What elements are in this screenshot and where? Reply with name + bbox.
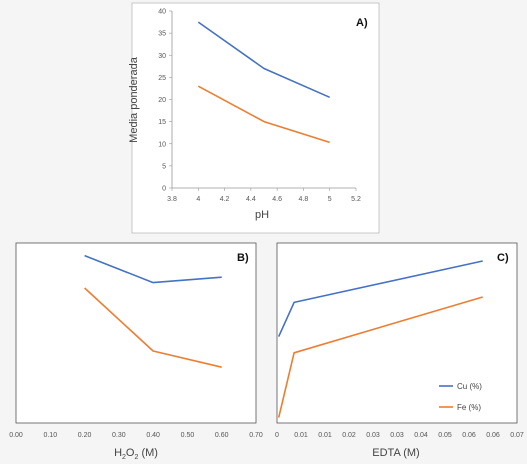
chart-c-x-tick-label: 0.06	[462, 432, 476, 439]
chart-a-y-tick-label: 15	[158, 119, 166, 126]
chart-c-legend: Cu (%) Fe (%)	[439, 382, 482, 412]
chart-c-x-tick-label: 0.04	[414, 432, 428, 439]
chart-b-x-tick-label: 0.00	[9, 432, 23, 439]
chart-c-x-tick-label: 0.02	[342, 432, 356, 439]
chart-b-series-fe-line	[84, 287, 222, 368]
chart-a-y-tick-label: 35	[158, 31, 166, 38]
chart-c-panel-label: C)	[497, 252, 509, 264]
chart-c-x-tick-label: 0.07	[510, 432, 524, 439]
chart-c-frame	[276, 242, 518, 424]
chart-a-x-tick-label: 4.6	[272, 196, 282, 203]
chart-c-x-tick-label: 0	[275, 432, 279, 439]
chart-a-y-tick-label: 5	[162, 163, 166, 170]
chart-a-x-tick-label: 3.8	[167, 196, 177, 203]
chart-b-frame	[15, 242, 257, 424]
chart-c-x-tick-label: 0.01	[318, 432, 332, 439]
chart-c: 0 0.01 0.01 0.02 0.03 0.03 0.04 0.05 0.06 0.06 0.0…	[275, 242, 524, 459]
chart-a-panel-label: A)	[356, 17, 368, 29]
chart-a-x-axis-label: pH	[255, 209, 269, 221]
chart-b-panel-label: B)	[237, 252, 249, 264]
chart-c-x-tick-label: 0.03	[390, 432, 404, 439]
chart-c-series-fe-line	[277, 296, 483, 418]
chart-a-x-tick-label: 4.4	[246, 196, 256, 203]
chart-a-y-tick-label: 40	[158, 9, 166, 16]
chart-a-y-tick-label: 20	[158, 97, 166, 104]
chart-b-x-axis-label: H2O2 (M)	[114, 447, 158, 461]
chart-b-x-tick-label: 0.40	[146, 432, 160, 439]
legend-label-cu: Cu (%)	[457, 382, 482, 391]
chart-a-x-tick-label: 4.2	[220, 196, 230, 203]
chart-a-y-tick-label: 25	[158, 75, 166, 82]
chart-c-series-cu-line	[277, 260, 483, 337]
chart-c-x-axis-label: EDTA (M)	[372, 447, 419, 459]
chart-a-y-tick-label: 0	[162, 186, 166, 193]
chart-a-x-tick-label: 4.8	[299, 196, 309, 203]
chart-a-x-tick-label: 4	[196, 196, 200, 203]
chart-a-x-tick-label: 5	[328, 196, 332, 203]
chart-a-y-axis-label: Media ponderada	[128, 56, 140, 143]
chart-b-x-tick-label: 0.10	[43, 432, 57, 439]
chart-b-x-tick-label: 0.60	[215, 432, 229, 439]
chart-a-y-tick-label: 30	[158, 53, 166, 60]
chart-a-x-tick-label: 5.2	[351, 196, 361, 203]
chart-a-y-tick-label: 10	[158, 141, 166, 148]
chart-a-series-fe-line	[197, 85, 330, 144]
legend-label-fe: Fe (%)	[457, 403, 481, 412]
chart-c-x-tick-label: 0.01	[294, 432, 308, 439]
chart-b: 0.00 0.10 0.20 0.30 0.40 0.50 0.60 0.70 B) H2O2…	[9, 242, 263, 461]
chart-b-series-cu-line	[84, 254, 222, 284]
chart-b-x-tick-label: 0.70	[249, 432, 263, 439]
chart-b-x-tick-label: 0.30	[112, 432, 126, 439]
chart-b-x-tick-label: 0.50	[181, 432, 195, 439]
chart-a-series-cu-line	[197, 21, 331, 99]
chart-b-x-tick-label: 0.20	[78, 432, 92, 439]
chart-c-x-tick-label: 0.06	[486, 432, 500, 439]
chart-a-frame	[131, 2, 380, 234]
chart-c-x-tick-label: 0.03	[366, 432, 380, 439]
chart-c-x-tick-label: 0.05	[438, 432, 452, 439]
